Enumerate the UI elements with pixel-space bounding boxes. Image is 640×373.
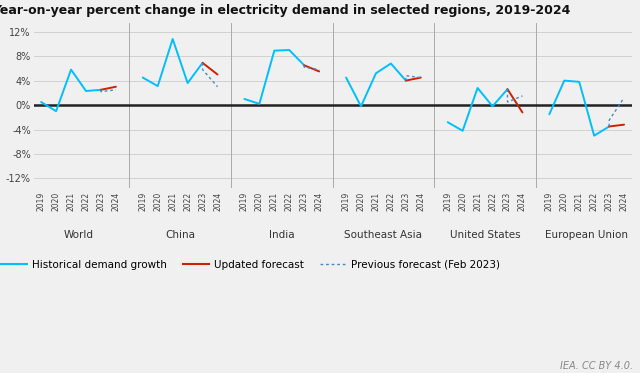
- Text: 2021: 2021: [67, 192, 76, 211]
- Text: 2021: 2021: [270, 192, 279, 211]
- Text: 2021: 2021: [473, 192, 482, 211]
- Text: 2020: 2020: [255, 192, 264, 211]
- Text: 2023: 2023: [605, 192, 614, 211]
- Text: Southeast Asia: Southeast Asia: [344, 231, 422, 241]
- Text: World: World: [63, 231, 93, 241]
- Text: 2019: 2019: [240, 192, 249, 211]
- Text: 2019: 2019: [36, 192, 45, 211]
- Text: 2022: 2022: [387, 192, 396, 211]
- Text: 2024: 2024: [213, 192, 222, 211]
- Text: 2024: 2024: [416, 192, 426, 211]
- Text: 2022: 2022: [488, 192, 497, 211]
- Text: 2022: 2022: [183, 192, 192, 211]
- Text: 2024: 2024: [518, 192, 527, 211]
- Text: 2020: 2020: [458, 192, 467, 211]
- Text: 2019: 2019: [342, 192, 351, 211]
- Text: 2023: 2023: [503, 192, 512, 211]
- Text: 2021: 2021: [575, 192, 584, 211]
- Text: 2023: 2023: [97, 192, 106, 211]
- Legend: Historical demand growth, Updated forecast, Previous forecast (Feb 2023): Historical demand growth, Updated foreca…: [0, 256, 504, 274]
- Text: 2022: 2022: [285, 192, 294, 211]
- Text: China: China: [165, 231, 195, 241]
- Text: United States: United States: [450, 231, 520, 241]
- Text: 2020: 2020: [52, 192, 61, 211]
- Text: 2022: 2022: [589, 192, 598, 211]
- Text: 2023: 2023: [401, 192, 410, 211]
- Text: 2024: 2024: [620, 192, 628, 211]
- Text: Year-on-year percent change in electricity demand in selected regions, 2019-2024: Year-on-year percent change in electrici…: [0, 4, 570, 17]
- Text: 2020: 2020: [560, 192, 569, 211]
- Text: 2022: 2022: [81, 192, 90, 211]
- Text: 2024: 2024: [111, 192, 120, 211]
- Text: 2023: 2023: [300, 192, 308, 211]
- Text: 2019: 2019: [545, 192, 554, 211]
- Text: 2019: 2019: [443, 192, 452, 211]
- Text: 2024: 2024: [315, 192, 324, 211]
- Text: 2021: 2021: [371, 192, 380, 211]
- Text: India: India: [269, 231, 294, 241]
- Text: 2019: 2019: [138, 192, 147, 211]
- Text: 2020: 2020: [153, 192, 162, 211]
- Text: IEA. CC BY 4.0.: IEA. CC BY 4.0.: [561, 361, 634, 371]
- Text: European Union: European Union: [545, 231, 628, 241]
- Text: 2020: 2020: [356, 192, 365, 211]
- Text: 2023: 2023: [198, 192, 207, 211]
- Text: 2021: 2021: [168, 192, 177, 211]
